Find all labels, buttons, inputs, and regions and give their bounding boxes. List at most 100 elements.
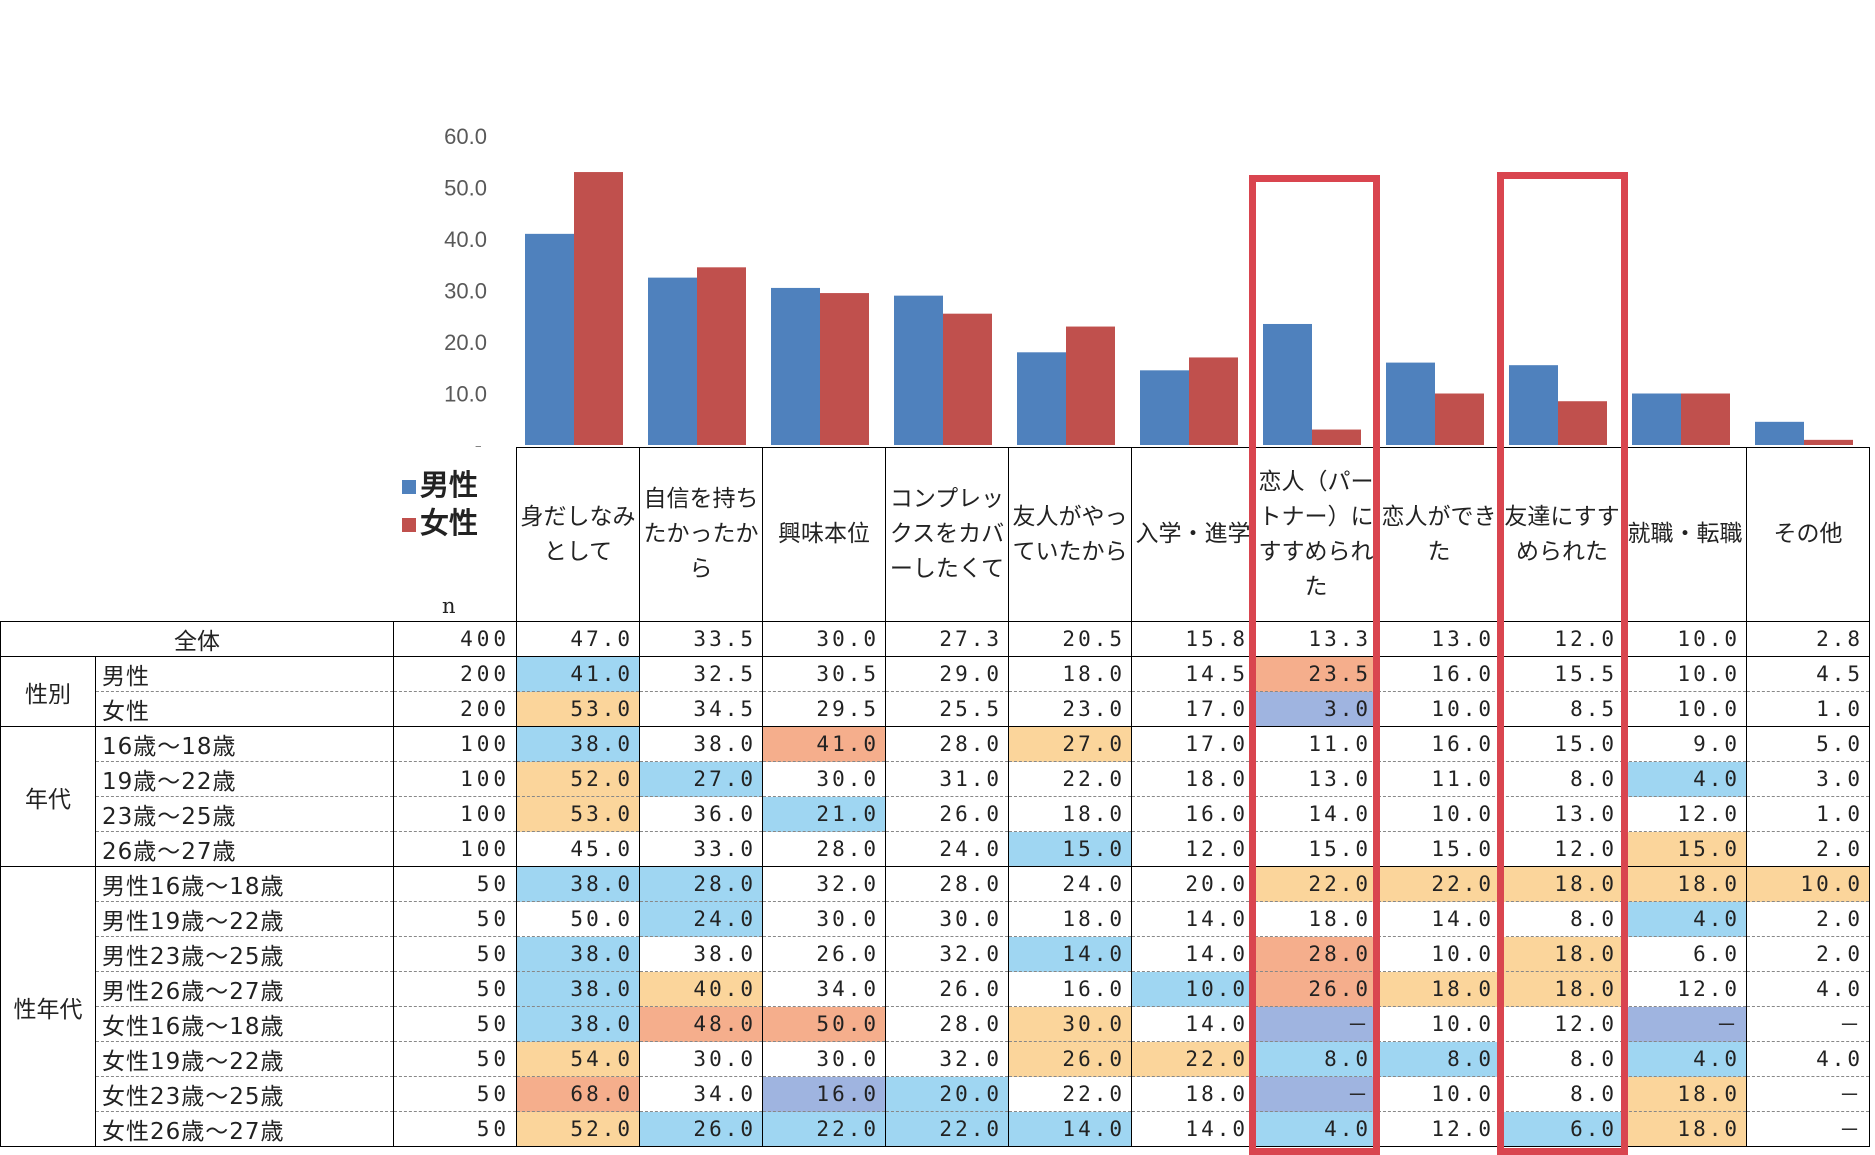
value-cell: － (1746, 1111, 1870, 1147)
bar-female-2 (820, 293, 869, 445)
bar-female-4 (1066, 326, 1115, 445)
value-cell: 30.0 (885, 901, 1009, 937)
value-cell: 10.0 (1377, 796, 1501, 832)
value-cell: 27.0 (639, 761, 763, 797)
value-cell: 26.0 (762, 936, 886, 972)
value-cell: 47.0 (516, 621, 640, 657)
n-cell: 50 (393, 1006, 517, 1042)
value-cell: 12.0 (1623, 796, 1747, 832)
n-cell: 50 (393, 936, 517, 972)
row-label: 男性 (95, 656, 394, 692)
row-label: 男性16歳〜18歳 (95, 866, 394, 902)
y-tick-label: 40.0 (444, 227, 487, 252)
value-cell: 3.0 (1254, 691, 1378, 727)
value-cell: 38.0 (639, 726, 763, 762)
table-row: 23歳〜25歳 100 53.0 36.0 21.0 26.0 18.0 16.0 14.0 10… (1, 796, 1870, 832)
value-cell: 2.0 (1746, 936, 1870, 972)
crosstab-table: 身だしなみとして 自信を持ちたかったから 興味本位 コンプレックスをカバーしたくて 友人… (0, 447, 1870, 1147)
n-cell: 100 (393, 761, 517, 797)
value-cell: 22.0 (1377, 866, 1501, 902)
value-cell: 32.0 (885, 936, 1009, 972)
highlight-box-partner (1249, 175, 1380, 1155)
value-cell: 22.0 (1254, 866, 1378, 902)
value-cell: 4.0 (1623, 761, 1747, 797)
bar-male-1 (648, 277, 697, 445)
value-cell: － (1746, 1006, 1870, 1042)
value-cell: 52.0 (516, 761, 640, 797)
bar-chart: 60.0 50.0 40.0 30.0 20.0 10.0 - (444, 124, 1853, 447)
table-row: 年代 16歳〜18歳 100 38.0 38.0 41.0 28.0 27.0 17.0 11.0… (0, 726, 1870, 867)
legend-label-female: 女性 (420, 506, 479, 540)
legend-item-female: 女性 (402, 504, 478, 542)
value-cell: 32.5 (639, 656, 763, 692)
y-axis-ticks: 60.0 50.0 40.0 30.0 20.0 10.0 - (444, 124, 487, 447)
bar-female-10 (1804, 439, 1853, 445)
value-cell: 53.0 (516, 796, 640, 832)
value-cell: 28.0 (885, 726, 1009, 762)
value-cell: 14.0 (1377, 901, 1501, 937)
value-cell: 13.0 (1254, 761, 1378, 797)
bar-male-6 (1263, 323, 1312, 445)
column-header: 恋人（パートナー）にすすめられた (1254, 447, 1378, 622)
value-cell: 45.0 (516, 831, 640, 867)
value-cell: 26.0 (885, 796, 1009, 832)
value-cell: 68.0 (516, 1076, 640, 1112)
value-cell: 30.0 (639, 1041, 763, 1077)
row-label: 女性19歳〜22歳 (95, 1041, 394, 1077)
value-cell: 32.0 (885, 1041, 1009, 1077)
value-cell: 10.0 (1377, 1006, 1501, 1042)
value-cell: 14.0 (1131, 1111, 1255, 1147)
value-cell: 18.0 (1500, 936, 1624, 972)
value-cell: 36.0 (639, 796, 763, 832)
bar-male-10 (1755, 421, 1804, 445)
value-cell: 28.0 (1254, 936, 1378, 972)
header-blank (1, 448, 517, 622)
bar-male-0 (525, 233, 574, 445)
bar-female-3 (943, 313, 992, 445)
value-cell: 4.0 (1746, 971, 1870, 1007)
row-label: 男性19歳〜22歳 (95, 901, 394, 937)
value-cell: 30.0 (762, 901, 886, 937)
value-cell: 17.0 (1131, 726, 1255, 762)
row-label: 女性23歳〜25歳 (95, 1076, 394, 1112)
column-header: 恋人ができた (1377, 447, 1501, 622)
value-cell: 38.0 (516, 971, 640, 1007)
value-cell: 33.0 (639, 831, 763, 867)
legend-swatch-female (402, 518, 416, 532)
column-header: 身だしなみとして (516, 447, 640, 622)
column-header: 就職・転職 (1623, 447, 1747, 622)
value-cell: 28.0 (885, 866, 1009, 902)
value-cell: 17.0 (1131, 691, 1255, 727)
value-cell: 29.0 (885, 656, 1009, 692)
value-cell: 22.0 (1008, 1076, 1132, 1112)
value-cell: 26.0 (885, 971, 1009, 1007)
value-cell: 38.0 (516, 1006, 640, 1042)
value-cell: 18.0 (1131, 761, 1255, 797)
value-cell: 4.0 (1746, 1041, 1870, 1077)
n-cell: 400 (393, 621, 517, 657)
bar-male-4 (1017, 352, 1066, 445)
table-row: 性別 男性 200 41.0 32.5 30.5 29.0 18.0 14.5 23.5 16.0 1… (0, 656, 1870, 727)
table-row: 女性 200 53.0 34.5 29.5 25.5 23.0 17.0 3.0 10.0 8.5 1… (1, 691, 1870, 727)
value-cell: 2.0 (1746, 831, 1870, 867)
row-label: 女性16歳〜18歳 (95, 1006, 394, 1042)
bar-female-5 (1189, 357, 1238, 445)
value-cell: 18.0 (1623, 1076, 1747, 1112)
y-tick-label: 50.0 (444, 176, 487, 201)
column-header: 自信を持ちたかったから (639, 447, 763, 622)
bar-male-8 (1509, 365, 1558, 445)
value-cell: 18.0 (1623, 866, 1747, 902)
value-cell: 1.0 (1746, 796, 1870, 832)
table-row: 全体 400 47.0 33.5 30.0 27.3 20.5 15.8 13.3 13.0 12.… (0, 621, 1870, 657)
table-row: 女性19歳〜22歳 50 54.0 30.0 30.0 32.0 26.0 22.0 8.0 8.… (1, 1041, 1870, 1077)
value-cell: 38.0 (516, 726, 640, 762)
value-cell: 32.0 (762, 866, 886, 902)
value-cell: 28.0 (762, 831, 886, 867)
value-cell: 13.0 (1500, 796, 1624, 832)
value-cell: 34.0 (762, 971, 886, 1007)
value-cell: 30.0 (1008, 1006, 1132, 1042)
value-cell: 4.5 (1746, 656, 1870, 692)
value-cell: 38.0 (516, 936, 640, 972)
value-cell: 34.0 (639, 1076, 763, 1112)
table-row: 女性23歳〜25歳 50 68.0 34.0 16.0 20.0 22.0 18.0 － 10.0… (1, 1076, 1870, 1112)
